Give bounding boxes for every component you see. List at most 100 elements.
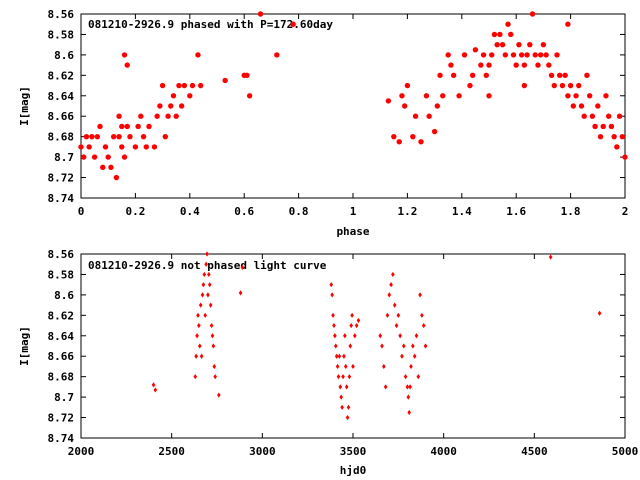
- data-point: [396, 139, 402, 145]
- data-point: [178, 103, 185, 109]
- y-tick-label: 8.7: [54, 391, 74, 404]
- data-point: [508, 31, 514, 38]
- data-point: [565, 93, 571, 99]
- data-point: [238, 290, 243, 296]
- x-tick-label: 2500: [158, 445, 185, 458]
- data-point: [408, 384, 412, 390]
- data-point: [170, 93, 177, 99]
- data-point: [603, 93, 609, 99]
- data-point: [354, 322, 359, 329]
- x-tick-label: 2000: [68, 445, 95, 458]
- data-point: [343, 333, 347, 339]
- data-point: [540, 41, 547, 48]
- data-point: [205, 251, 209, 257]
- data-point: [391, 271, 395, 278]
- data-point: [396, 312, 401, 318]
- x-tick-label: 0.6: [234, 205, 254, 218]
- y-tick-label: 8.56: [48, 8, 75, 21]
- data-point: [244, 72, 250, 79]
- data-point: [378, 333, 382, 339]
- y-tick-label: 8.6: [54, 289, 74, 302]
- x-ticks: 2000 2500 3000 3500 4000 4500 5000: [68, 254, 638, 458]
- data-point: [162, 133, 169, 140]
- data-point: [346, 404, 351, 410]
- data-point: [551, 82, 557, 89]
- data-point: [86, 144, 92, 150]
- data-point: [116, 113, 122, 119]
- data-point: [589, 113, 596, 119]
- data-point: [124, 123, 130, 130]
- data-point: [211, 343, 216, 349]
- data-point: [412, 113, 419, 119]
- data-point: [208, 302, 213, 308]
- x-tick-label: 0: [78, 205, 85, 218]
- data-point: [409, 363, 413, 370]
- y-axis-label: I[mag]: [18, 326, 31, 366]
- data-point: [197, 343, 202, 349]
- data-point: [202, 271, 207, 278]
- data-point: [407, 409, 412, 416]
- data-point: [562, 72, 568, 79]
- data-point: [222, 77, 228, 84]
- data-point: [565, 21, 571, 27]
- data-point: [195, 333, 199, 339]
- data-point: [567, 82, 574, 89]
- data-point: [217, 392, 221, 398]
- data-points: [151, 251, 602, 421]
- y-tick-label: 8.74: [48, 432, 75, 445]
- data-point: [380, 343, 384, 349]
- data-point: [403, 374, 408, 380]
- data-point: [197, 322, 201, 329]
- data-point: [356, 317, 361, 324]
- y-tick-label: 8.56: [48, 248, 75, 261]
- data-point: [337, 353, 342, 359]
- y-tick-label: 8.72: [48, 172, 75, 185]
- data-point: [537, 52, 544, 58]
- data-point: [448, 62, 454, 68]
- data-point: [290, 21, 296, 27]
- plot-frame: [80, 13, 626, 199]
- y-tick-label: 8.68: [48, 371, 75, 384]
- data-point: [513, 62, 519, 68]
- data-point: [204, 261, 208, 267]
- data-point: [193, 374, 198, 380]
- data-point: [418, 292, 422, 298]
- data-point: [521, 82, 528, 89]
- data-point: [383, 384, 388, 390]
- data-point: [194, 353, 198, 359]
- data-point: [195, 52, 201, 58]
- data-point: [586, 93, 593, 99]
- data-point: [543, 52, 549, 58]
- data-point: [102, 144, 109, 150]
- data-point: [336, 374, 341, 380]
- data-point: [330, 292, 334, 298]
- data-point: [127, 133, 133, 140]
- y-tick-label: 8.72: [48, 412, 75, 425]
- data-point: [212, 363, 217, 370]
- data-point: [423, 343, 428, 349]
- data-point: [570, 103, 577, 109]
- data-point: [335, 363, 340, 370]
- x-tick-label: 1.8: [561, 205, 581, 218]
- data-point: [524, 52, 530, 58]
- data-point: [622, 154, 628, 160]
- data-point: [344, 384, 349, 390]
- data-point: [423, 93, 430, 99]
- data-point: [576, 82, 582, 89]
- data-point: [546, 62, 552, 68]
- y-tick-label: 8.62: [48, 309, 75, 322]
- data-point: [499, 41, 506, 48]
- data-point: [486, 93, 492, 99]
- data-point: [181, 82, 188, 89]
- data-point: [398, 333, 402, 339]
- data-point: [404, 82, 411, 89]
- data-point: [483, 72, 489, 79]
- y-tick-label: 8.74: [48, 192, 75, 205]
- y-tick-label: 8.64: [48, 330, 75, 343]
- data-point: [382, 363, 386, 370]
- data-point: [535, 62, 541, 68]
- data-point: [385, 312, 390, 318]
- data-point: [559, 82, 566, 89]
- data-point: [105, 154, 111, 160]
- data-point: [332, 322, 336, 329]
